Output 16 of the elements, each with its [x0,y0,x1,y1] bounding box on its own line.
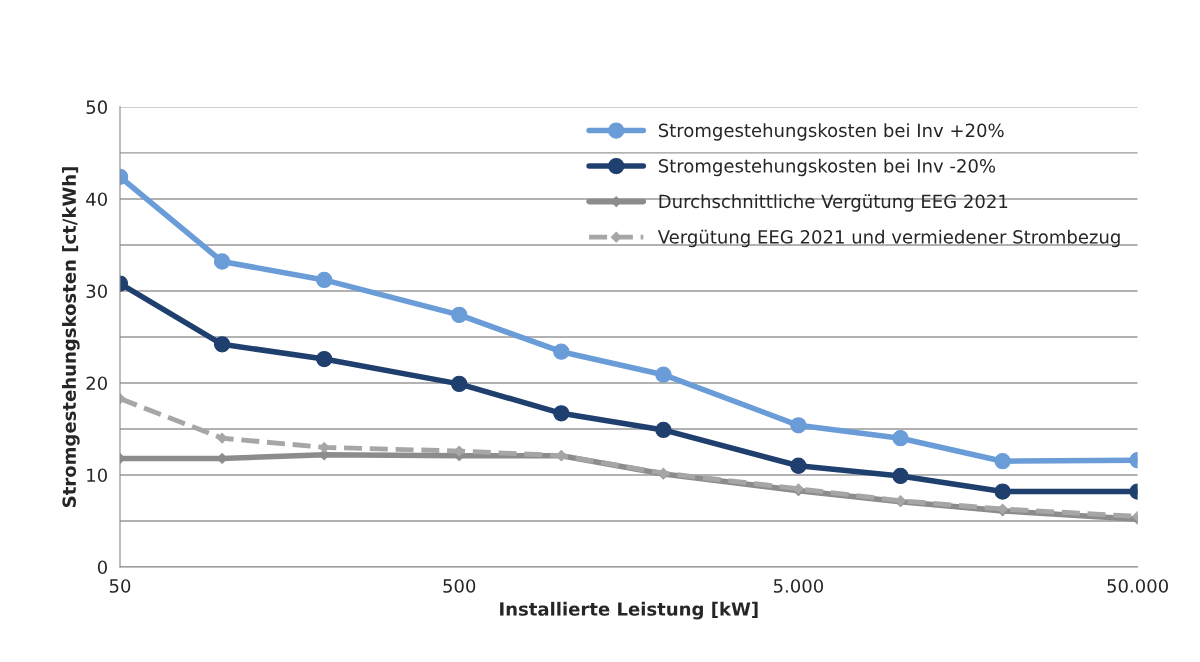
x-tick-label: 500 [443,579,476,593]
y-tick-label: 20 [86,376,107,391]
x-tick-label: 50.000 [1107,579,1168,593]
y-axis-title: Stromgestehungskosten [ct/kWh] [62,167,80,508]
x-axis-title: Installierte Leistung [kW] [500,601,758,620]
legend-label: Durchschnittliche Vergütung EEG 2021 [659,194,1008,212]
y-tick-label: 40 [86,192,107,207]
y-tick-label: 10 [87,468,107,483]
legend-label: Vergütung EEG 2021 und vermiedener Strombezug [657,229,1120,248]
x-tick-label: 50 [109,579,131,593]
y-tick-label: 50 [86,100,107,115]
x-tick-label: 5.000 [773,579,824,593]
legend-label: Stromgestehungskosten bei Inv +20% [658,123,1004,141]
y-tick-label: 30 [86,284,107,299]
legend-label: Stromgestehungskosten bei Inv -20% [658,158,996,177]
y-tick-label: 0 [97,560,107,575]
